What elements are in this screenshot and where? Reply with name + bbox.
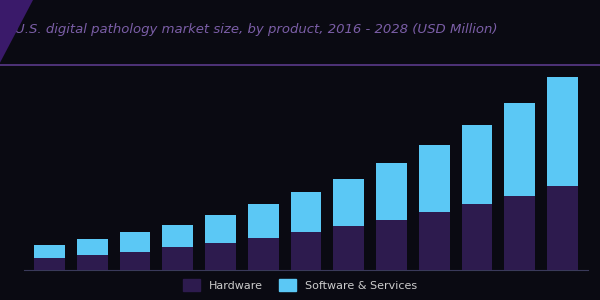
Bar [290, 232, 322, 270]
Bar [290, 192, 322, 232]
Polygon shape [0, 0, 33, 63]
Bar [547, 186, 578, 270]
Bar [120, 232, 151, 252]
Bar [376, 220, 407, 270]
Bar [461, 125, 492, 205]
Bar [77, 239, 108, 255]
Bar [419, 212, 449, 270]
Bar [77, 255, 108, 270]
Bar [504, 103, 535, 196]
Bar [547, 77, 578, 186]
Bar [461, 205, 492, 270]
Bar [419, 145, 449, 212]
Legend: Hardware, Software & Services: Hardware, Software & Services [183, 279, 417, 291]
Bar [34, 245, 65, 258]
Bar [34, 258, 65, 270]
Bar [205, 243, 236, 270]
Bar [205, 214, 236, 243]
Bar [163, 247, 193, 270]
Bar [120, 252, 151, 270]
Text: U.S. digital pathology market size, by product, 2016 - 2028 (USD Million): U.S. digital pathology market size, by p… [15, 23, 497, 36]
Bar [163, 225, 193, 247]
Bar [334, 179, 364, 226]
Bar [248, 238, 278, 270]
Bar [376, 163, 407, 220]
Bar [504, 196, 535, 270]
Bar [248, 205, 278, 238]
Bar [334, 226, 364, 270]
